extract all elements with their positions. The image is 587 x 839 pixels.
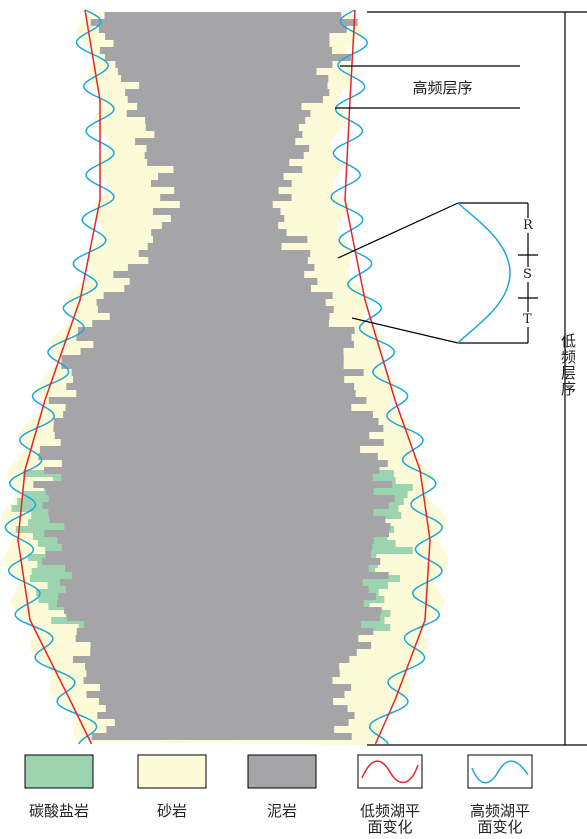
high-freq-label: 高频层序 xyxy=(390,80,495,96)
legend-label: 低频湖平面变化 xyxy=(358,803,422,835)
legend-label: 碳酸盐岩 xyxy=(27,803,91,819)
legend-label: 砂岩 xyxy=(140,803,204,819)
sediment-column xyxy=(1,10,449,745)
diagram: 高频层序 低频层序 R S T 碳酸盐岩 砂岩 泥岩 低频湖平面变化 高频湖平面… xyxy=(0,0,587,839)
cycle-part: S xyxy=(522,267,533,282)
drawing xyxy=(0,0,587,839)
cycle-part: R xyxy=(522,218,534,233)
inset-curve xyxy=(458,203,510,343)
cycle-part: T xyxy=(522,312,533,327)
legend-label: 泥岩 xyxy=(250,803,314,819)
legend-label: 高频湖平面变化 xyxy=(468,803,532,835)
legend-boxes xyxy=(25,755,532,788)
low-freq-label: 低频层序 xyxy=(560,333,576,397)
